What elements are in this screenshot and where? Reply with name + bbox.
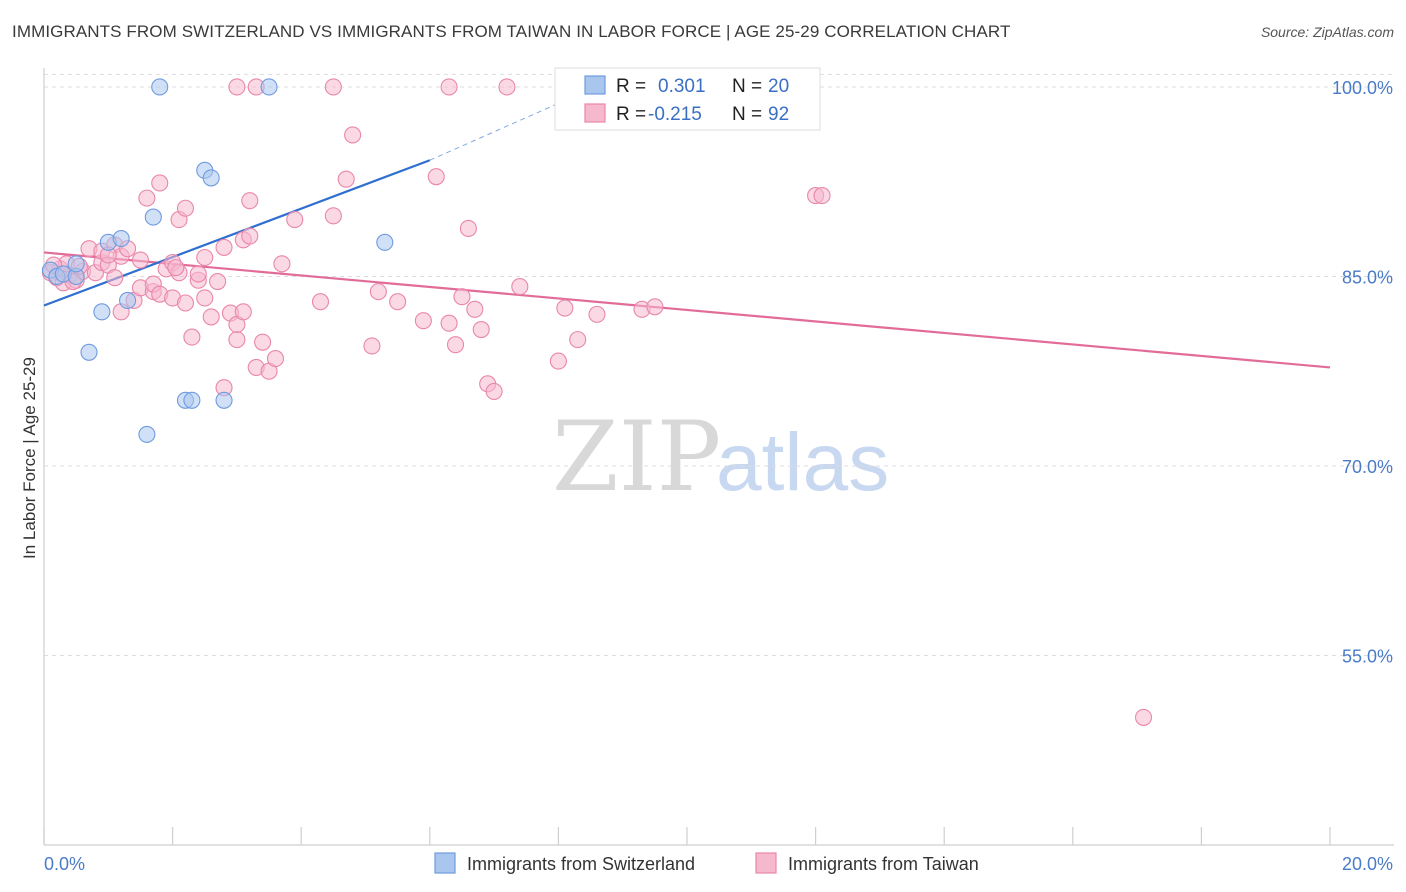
data-point-switzerland [144,208,162,226]
data-point-taiwan [228,331,246,349]
x-tick-labels: 0.0% 20.0% [44,854,1393,874]
data-point-taiwan [167,259,185,277]
data-point-taiwan [363,337,381,355]
trend-line-switzerland [43,159,431,307]
data-point-switzerland [138,425,156,443]
data-point-taiwan [511,278,529,296]
data-point-switzerland [183,391,201,409]
legend-swatch-switzerland [584,75,606,95]
y-tick-labels: 55.0% 70.0% 85.0% 100.0% [1332,78,1393,667]
data-point-taiwan [266,350,285,368]
y-tick-label: 100.0% [1332,78,1393,98]
data-point-taiwan [202,308,220,326]
bottom-legend-swatch-taiwan [755,852,777,874]
data-point-taiwan [273,255,291,273]
data-point-taiwan [311,293,330,311]
gridlines [44,73,1394,656]
data-point-taiwan [234,303,252,321]
y-tick-label: 70.0% [1342,457,1393,477]
data-point-taiwan [369,283,387,301]
legend-n-label-0: N = [732,76,762,97]
data-point-switzerland [80,343,98,361]
data-point-taiwan [196,248,214,267]
series-switzerland-points [41,78,394,443]
data-point-taiwan [549,352,567,370]
data-point-taiwan [440,78,458,96]
legend-n-label-1: N = [732,104,762,125]
data-point-taiwan [569,331,587,349]
data-point-taiwan [196,289,214,307]
data-point-taiwan [241,192,259,210]
data-point-taiwan [446,336,465,354]
data-point-taiwan [228,78,246,96]
data-point-taiwan [138,189,156,207]
data-point-taiwan [556,299,574,317]
data-point-taiwan [646,298,664,316]
data-point-taiwan [414,312,432,330]
data-point-taiwan [131,251,149,269]
data-point-taiwan [106,269,124,287]
data-point-taiwan [344,126,362,144]
data-point-switzerland [119,291,137,310]
data-point-taiwan [286,211,304,229]
data-point-taiwan [466,300,484,318]
x-tick-label: 20.0% [1342,854,1393,874]
data-point-taiwan [183,328,201,346]
data-point-taiwan [588,305,606,323]
bottom-legend-label-taiwan: Immigrants from Taiwan [788,854,979,874]
x-tick-label: 0.0% [44,854,85,874]
data-point-switzerland [112,230,130,248]
watermark: ZIP atlas [552,401,889,513]
legend-r-value-1: -0.215 [648,104,702,125]
legend-r-label-1: R = [616,104,646,125]
source-credit: Source: ZipAtlas.com [1260,24,1394,40]
watermark-zip: ZIP [552,401,721,513]
y-tick-label: 85.0% [1342,267,1393,287]
data-point-switzerland [67,255,85,273]
correlation-legend: R = 0.301 N = 20 R = -0.215 N = 92 [554,67,821,131]
data-point-taiwan [485,382,503,400]
bottom-legend-swatch-switzerland [434,852,456,874]
y-tick-label: 55.0% [1342,646,1393,666]
legend-r-value-0: 0.301 [658,76,706,97]
bottom-legend-label-switzerland: Immigrants from Switzerland [467,854,695,874]
data-point-taiwan [440,314,458,332]
data-point-switzerland [376,233,394,251]
data-point-taiwan [453,288,471,306]
chart-title: IMMIGRANTS FROM SWITZERLAND VS IMMIGRANT… [12,22,1011,41]
data-point-taiwan [1134,708,1153,726]
data-point-switzerland [93,303,111,321]
data-point-taiwan [498,78,516,96]
legend-r-label-0: R = [616,76,646,97]
data-point-switzerland [215,391,233,409]
legend-swatch-taiwan [584,103,606,123]
legend-n-value-1: 92 [768,104,789,125]
data-point-taiwan [254,333,272,351]
data-point-taiwan [209,272,227,291]
data-point-taiwan [472,320,490,339]
data-point-taiwan [176,199,195,217]
legend-n-value-0: 20 [768,76,789,97]
data-point-taiwan [324,78,342,96]
data-point-taiwan [151,174,169,192]
data-point-switzerland [151,78,169,96]
y-axis-label: In Labor Force | Age 25-29 [20,357,39,559]
data-point-taiwan [324,207,342,225]
data-point-taiwan [813,187,831,205]
x-axis-ticks [43,827,1331,845]
data-point-switzerland [260,78,278,96]
data-point-taiwan [337,170,355,188]
series-legend: Immigrants from Switzerland Immigrants f… [434,852,979,874]
data-point-taiwan [389,293,407,311]
data-point-taiwan [459,219,477,238]
data-point-taiwan [215,238,233,256]
data-point-switzerland [202,169,220,187]
data-point-taiwan [241,227,259,245]
data-point-taiwan [427,168,445,186]
data-point-taiwan [176,294,195,312]
data-point-taiwan [189,265,207,283]
watermark-atlas: atlas [716,417,889,508]
trend-line-taiwan [43,251,1331,369]
